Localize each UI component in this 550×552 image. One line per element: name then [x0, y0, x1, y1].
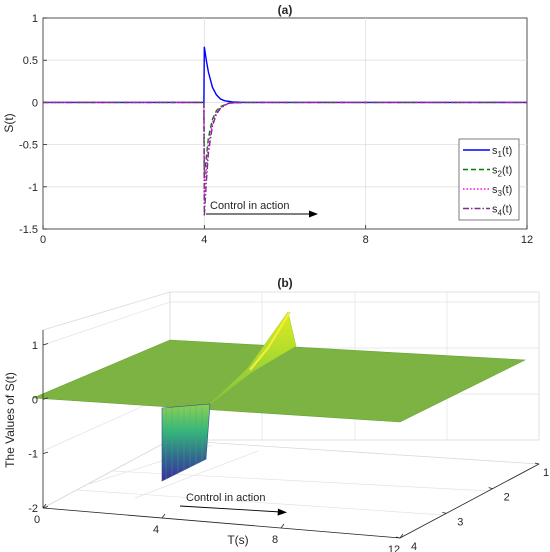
legend-label-s3: s3(t): [492, 184, 512, 198]
panel-a-xtick-label: 0: [40, 234, 46, 246]
panel-b-annotation-arrow: [179, 505, 282, 513]
legend-label-s1: s1(t): [492, 145, 512, 159]
series-line-s1: [43, 46, 527, 104]
panel-b-surface-flat: [32, 339, 527, 423]
panel-b-surface: [32, 311, 527, 482]
panel-a-ytick-label: -1.5: [19, 224, 38, 236]
panel-a-annotation-arrowhead: [309, 210, 318, 218]
legend-label-s2: s2(t): [492, 165, 512, 179]
panel-b-xtick-label: 8: [272, 534, 278, 546]
panel-a-xtick-label: 8: [363, 234, 369, 246]
panel-b: (b): [3, 276, 549, 552]
panel-b-ztick-label: -1: [28, 449, 38, 461]
panel-a-legend: s1(t) s2(t) s3(t) s4(t): [458, 138, 520, 221]
panel-b-zlabel: The Values of S(t): [3, 372, 17, 468]
panel-b-ytick: [534, 462, 540, 465]
panel-b-ztick: [42, 397, 49, 400]
panel-a-ytick-label: 1: [32, 13, 38, 25]
panel-b-ztick-label: -2: [28, 503, 38, 515]
panel-a-title: (a): [278, 3, 293, 17]
panel-a-ytick-label: 0.5: [23, 55, 38, 67]
panel-b-xlabel: T(s): [227, 533, 248, 547]
panel-b-ytick-label: 2: [504, 492, 510, 504]
panel-b-ytick: [442, 511, 447, 514]
panel-b-ytick-label: 4: [411, 541, 417, 552]
panel-b-ztick: [42, 506, 49, 509]
panel-b-xtick-label: 4: [153, 524, 159, 536]
panel-a-legend-box: [458, 138, 520, 221]
panel-b-ytick: [488, 487, 493, 490]
panel-a-ylabel: S(t): [2, 113, 16, 132]
panel-b-xtick: [399, 533, 404, 539]
panel-b-ytick-label: 1: [543, 467, 549, 479]
panel-a-ytick-label: 0: [32, 97, 38, 109]
panel-b-surface-trough-wall: [161, 403, 211, 482]
panel-b-ztick: [42, 451, 49, 455]
panel-b-xtick-label: 0: [34, 514, 40, 526]
panel-b-ridge-highlight: [249, 311, 291, 371]
panel-a-xtick-label: 4: [201, 234, 207, 246]
panel-a-ticks: 0 4 8 12 -1.5 -1 -0.5 0 0.5 1: [19, 13, 533, 246]
panel-a-series: [43, 46, 527, 217]
panel-a-xtick-label: 12: [521, 234, 533, 246]
panel-a-axes-box: [42, 17, 528, 230]
panel-b-xtick: [280, 523, 285, 529]
panel-a-ytick-label: -0.5: [19, 140, 38, 152]
series-line-s4: [43, 101, 527, 217]
panel-a: (a) 0 4 8 12 -1.5 -1 -0.5 0 0.5 1 S(t) Control in…: [2, 3, 533, 246]
panel-b-ytick-label: 3: [457, 516, 463, 528]
panel-b-xtick-label: 12: [388, 544, 400, 552]
panel-a-annotation: Control in action: [210, 200, 290, 212]
panel-b-xtick: [42, 503, 47, 509]
panel-b-ytick: [395, 536, 401, 539]
panel-b-ztick-label: 1: [32, 340, 38, 352]
panel-a-ytick-label: -1: [28, 182, 38, 194]
legend-label-s4: s4(t): [492, 204, 512, 218]
panel-b-xtick: [161, 513, 166, 519]
panel-b-trough-lines: [165, 404, 203, 479]
panel-b-surface-ridge: [209, 311, 297, 405]
panel-b-axes-edges: [42, 330, 540, 539]
panel-b-ztick: [42, 343, 49, 346]
panel-b-annotation: Control in action: [186, 492, 266, 504]
panel-b-ztick-label: 0: [32, 394, 38, 406]
panel-b-annotation-arrowhead: [277, 508, 287, 516]
panel-b-title: (b): [277, 276, 292, 290]
